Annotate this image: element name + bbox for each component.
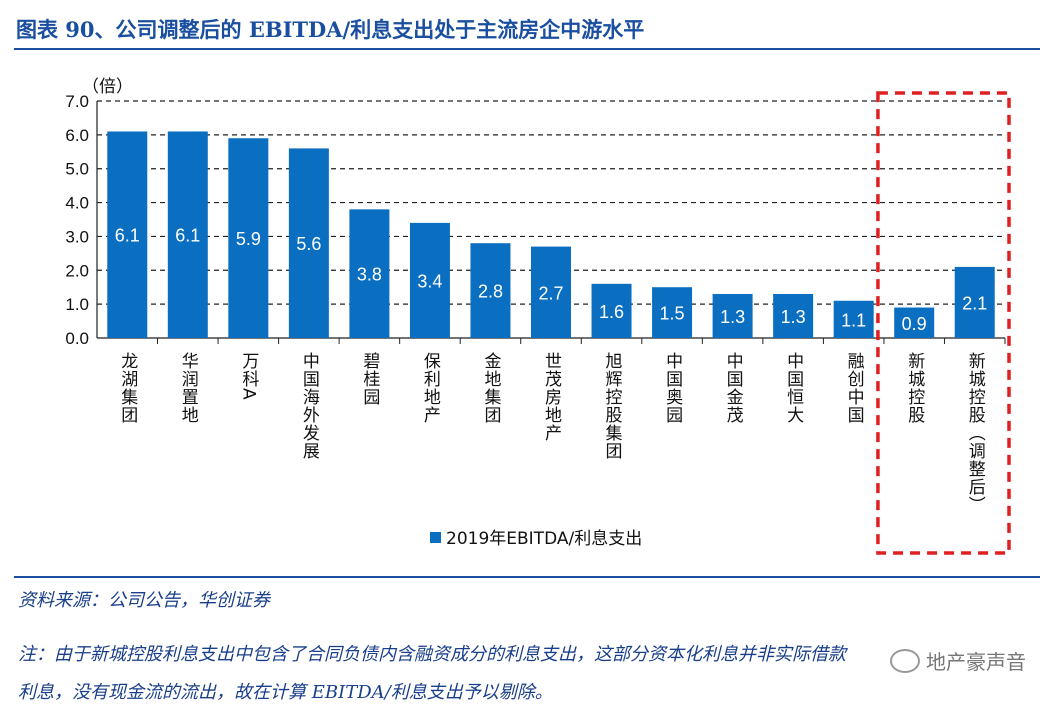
data-label: 2.8 bbox=[478, 282, 503, 302]
bar bbox=[349, 209, 390, 338]
data-label: 1.3 bbox=[720, 307, 745, 327]
y-tick-label: 1.0 bbox=[65, 295, 89, 314]
bar bbox=[167, 131, 208, 338]
bar bbox=[409, 222, 450, 338]
y-tick-label: 6.0 bbox=[65, 126, 89, 145]
data-label: 2.7 bbox=[538, 283, 563, 303]
x-tick-label: 中国奥园 bbox=[662, 352, 683, 424]
chart-title: 图表 90、公司调整后的 EBITDA/利息支出处于主流房企中游水平 bbox=[16, 17, 645, 42]
data-label: 1.5 bbox=[660, 304, 685, 324]
wechat-icon bbox=[890, 648, 920, 673]
data-label: 3.8 bbox=[357, 265, 382, 285]
y-tick-label: 7.0 bbox=[65, 92, 89, 111]
data-label: 1.3 bbox=[781, 307, 806, 327]
data-label: 2.1 bbox=[962, 293, 987, 313]
bar bbox=[652, 287, 693, 338]
x-tick-label: 中国海外发展 bbox=[299, 352, 320, 460]
x-tick-label: 新城控股 bbox=[904, 352, 925, 424]
bar bbox=[954, 266, 995, 338]
source-text: 资料来源：公司公告，华创证券 bbox=[18, 590, 270, 611]
y-tick-label: 4.0 bbox=[65, 194, 89, 213]
y-axis-unit: （倍） bbox=[82, 77, 133, 97]
x-tick-label: 万科A bbox=[238, 352, 258, 401]
highlight-box bbox=[876, 91, 1011, 555]
note-line-1: 注：由于新城控股利息支出中包含了合同负债内含融资成分的利息支出，这部分资本化利息… bbox=[18, 644, 846, 665]
watermark: 地产豪声音 bbox=[890, 646, 1026, 675]
bar bbox=[894, 307, 935, 338]
x-tick-label: 保利地产 bbox=[420, 352, 441, 424]
bar-chart: 0.0 1.0 2.0 3.0 4.0 5.0 6.0 7.0 6.1 龙湖集团 6.1 华润置地 5.… bbox=[65, 91, 1011, 555]
bar bbox=[470, 243, 511, 338]
y-tick-label: 3.0 bbox=[65, 227, 89, 246]
y-tick-label: 0.0 bbox=[65, 329, 89, 348]
legend-swatch bbox=[430, 532, 441, 543]
bar bbox=[773, 293, 814, 338]
data-label: 6.1 bbox=[115, 226, 140, 246]
bar bbox=[288, 148, 329, 338]
x-tick-label: 中国金茂 bbox=[723, 352, 744, 424]
legend-label: 2019年EBITDA/利息支出 bbox=[446, 529, 642, 549]
x-tick-label: 融创中国 bbox=[844, 352, 865, 424]
x-tick-label: 碧桂园 bbox=[359, 352, 380, 406]
watermark-text: 地产豪声音 bbox=[926, 650, 1026, 674]
title-divider bbox=[14, 48, 1040, 50]
y-tick-label: 2.0 bbox=[65, 261, 89, 280]
data-label: 0.9 bbox=[902, 314, 927, 334]
x-tick-label: 华润置地 bbox=[178, 352, 199, 424]
y-tick-label: 5.0 bbox=[65, 160, 89, 179]
bar bbox=[107, 131, 148, 338]
data-label: 1.6 bbox=[599, 302, 624, 322]
data-label: 6.1 bbox=[175, 226, 200, 246]
bar bbox=[591, 283, 632, 338]
bar bbox=[531, 246, 571, 338]
note-line-2: 利息，没有现金流的流出，故在计算 EBITDA/利息支出予以剔除。 bbox=[18, 682, 553, 703]
data-label: 3.4 bbox=[417, 271, 442, 291]
x-tick-label: 世茂房地产 bbox=[541, 352, 562, 442]
data-label: 5.6 bbox=[296, 234, 321, 254]
bar bbox=[712, 293, 753, 338]
x-tick-label: 中国恒大 bbox=[783, 352, 804, 424]
x-tick-label: 旭辉控股集团 bbox=[602, 352, 623, 460]
x-tick-label: 龙湖集团 bbox=[117, 352, 137, 424]
x-tick-label: 金地集团 bbox=[480, 352, 501, 424]
x-tick-label: 新城控股（调整后） bbox=[965, 352, 986, 514]
data-label: 5.9 bbox=[236, 229, 261, 249]
bar bbox=[228, 138, 269, 338]
source-divider bbox=[14, 576, 1040, 578]
data-label: 1.1 bbox=[841, 310, 866, 330]
bar bbox=[833, 300, 874, 338]
